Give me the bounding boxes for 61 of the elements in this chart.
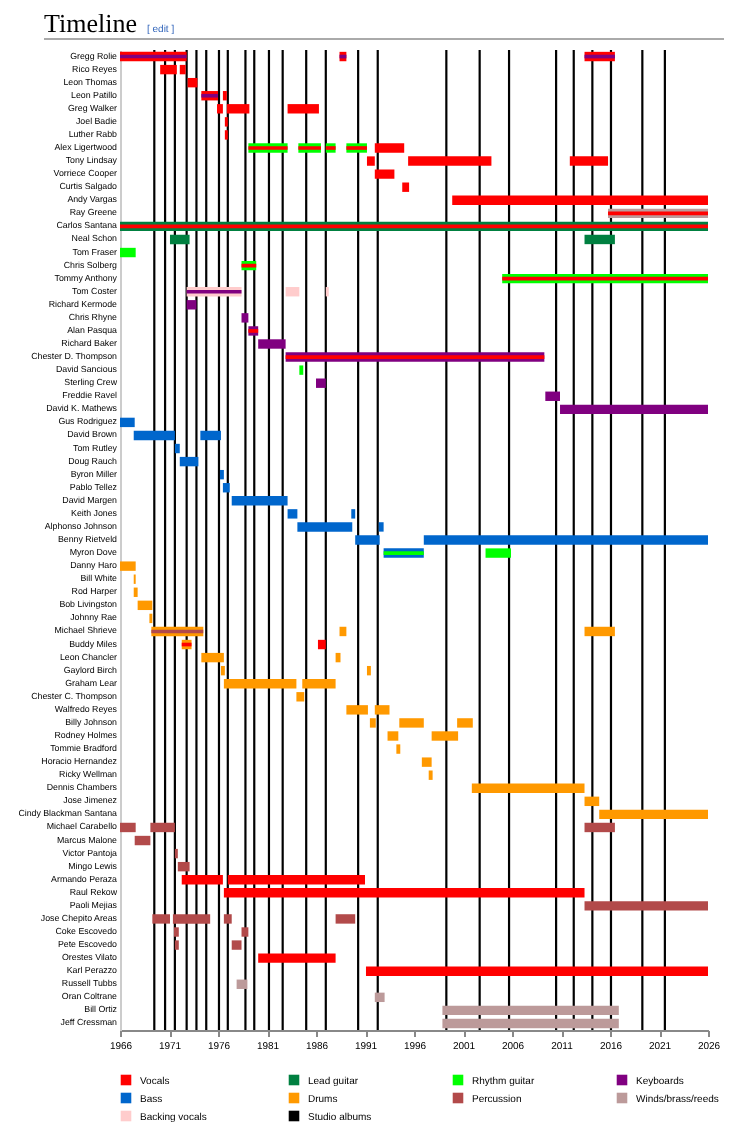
bar: [120, 822, 136, 833]
bar: [374, 143, 405, 153]
bar: [134, 835, 151, 846]
bar: [223, 888, 585, 898]
bar: [150, 822, 175, 833]
bar: [223, 914, 232, 924]
bar: [177, 861, 190, 872]
bar: [169, 234, 190, 245]
bar: [584, 796, 600, 807]
bar: [545, 391, 561, 401]
bar: [366, 156, 375, 166]
bar: [452, 195, 708, 205]
bar: [584, 901, 708, 911]
bar: [174, 443, 180, 454]
bar: [584, 822, 615, 833]
bar: [346, 705, 368, 715]
chart-title: Timeline: [44, 8, 137, 38]
bar: [137, 600, 153, 611]
bar: [217, 104, 223, 114]
bar: [442, 1005, 619, 1016]
bar: [231, 496, 288, 506]
bar: [133, 430, 175, 441]
bar: [223, 679, 297, 689]
bar: [584, 626, 615, 637]
bar: [296, 692, 305, 702]
bar: [471, 783, 585, 793]
bar: [241, 927, 249, 937]
bar: [287, 104, 319, 114]
bar: [302, 679, 336, 689]
bar: [285, 287, 300, 297]
bar: [179, 456, 199, 467]
bar: [402, 182, 410, 192]
bar: [227, 875, 365, 885]
bar: [485, 548, 512, 558]
bar: [316, 378, 326, 388]
bar: [200, 430, 221, 441]
bar: [442, 1018, 619, 1029]
bar: [241, 313, 249, 323]
bar: [120, 417, 135, 428]
bar: [287, 509, 298, 519]
bar: [560, 404, 708, 415]
bar: [181, 875, 223, 885]
bar: [335, 914, 356, 924]
bar: [258, 339, 286, 349]
bar: [120, 247, 136, 258]
bar: [569, 156, 609, 166]
bar: [399, 718, 424, 728]
bar: [584, 234, 615, 245]
bar: [335, 652, 341, 663]
bar: [222, 483, 230, 493]
bar: [423, 535, 708, 545]
bar: [599, 809, 708, 820]
bar: [258, 953, 336, 963]
bar: [317, 639, 326, 650]
bar: [186, 300, 197, 310]
bar: [408, 156, 492, 166]
bar: [365, 966, 708, 976]
bar: [201, 652, 224, 663]
bar: [374, 169, 395, 179]
bar: [231, 940, 242, 950]
bar: [374, 992, 385, 1003]
